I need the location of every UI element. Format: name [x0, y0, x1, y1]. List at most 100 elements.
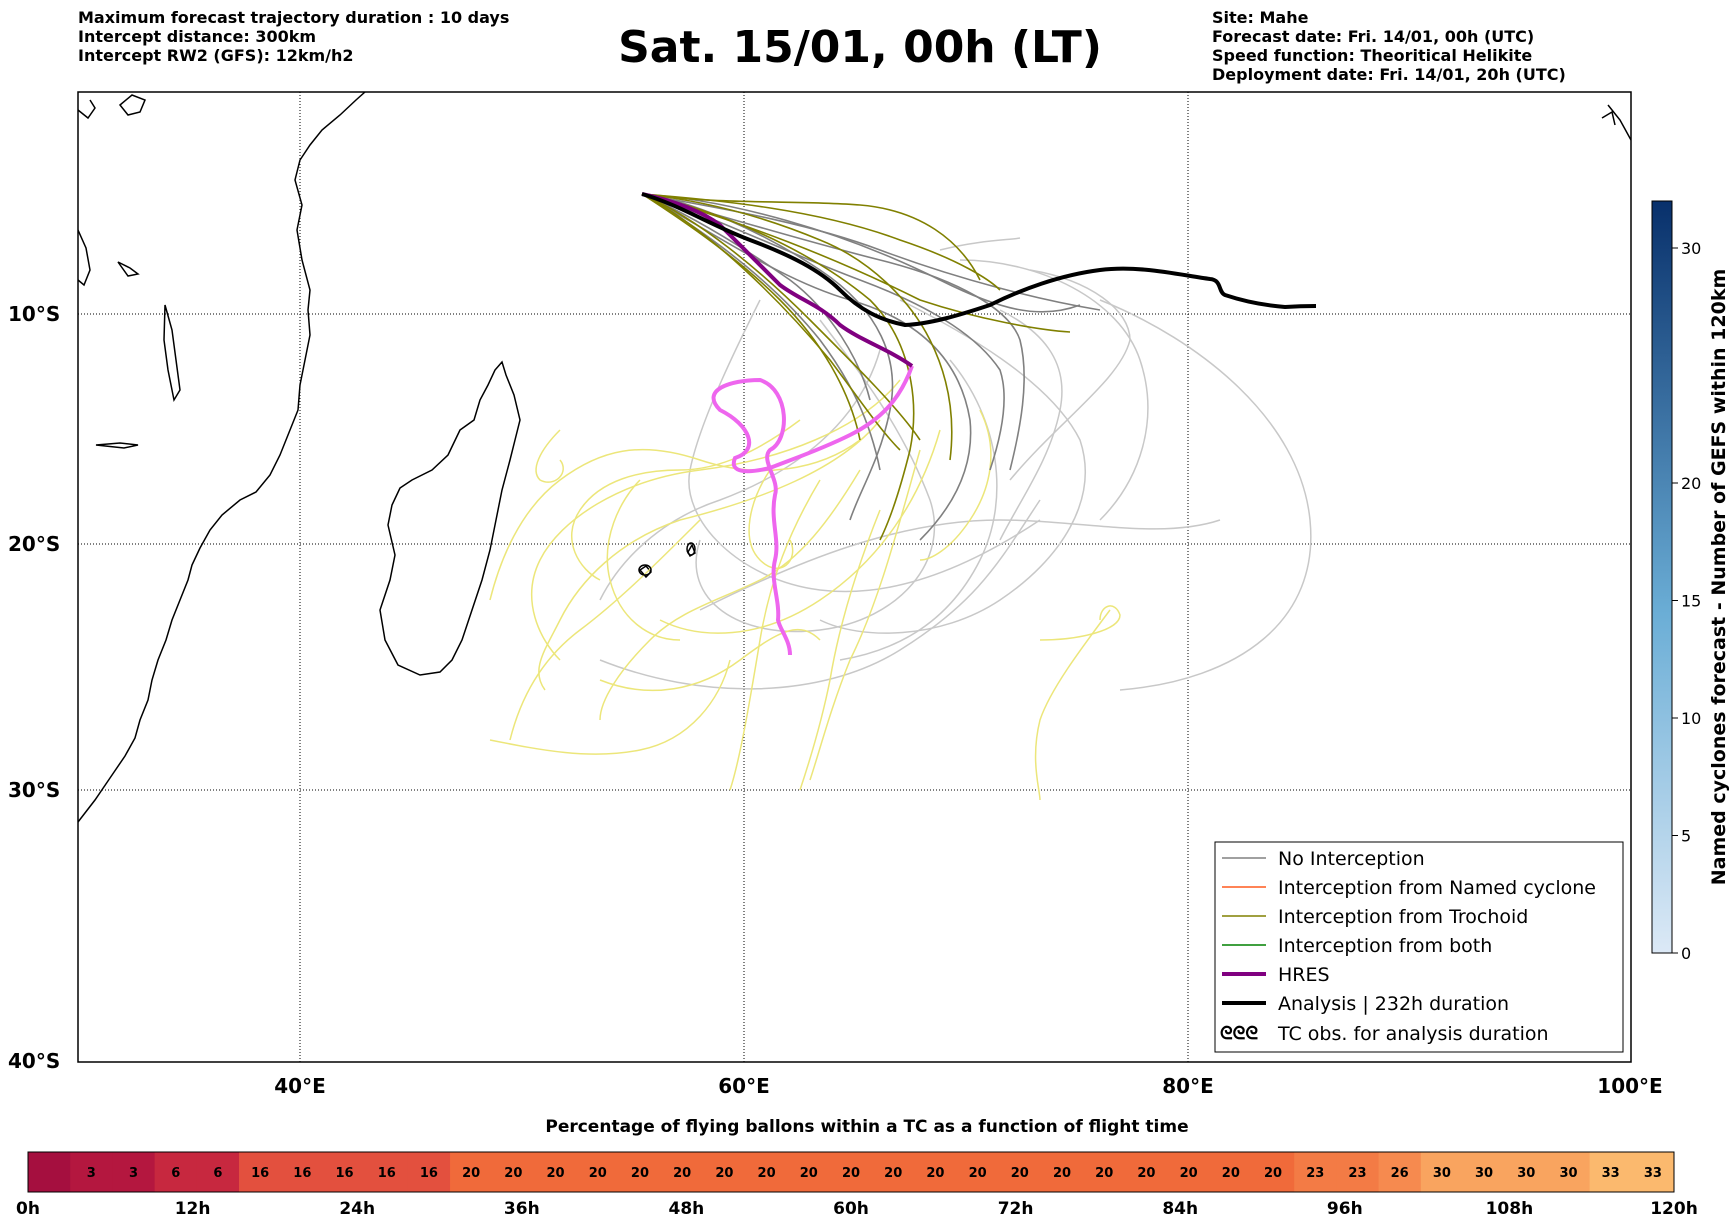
- colorbar-cell: [661, 1152, 704, 1192]
- hres-intercept-track: [711, 365, 914, 656]
- header-right: Site: Mahe Forecast date: Fri. 14/01, 00…: [1212, 8, 1566, 84]
- legend-label: No Interception: [1278, 848, 1425, 870]
- colorbar-time-label: 60h: [833, 1199, 869, 1219]
- colorbar-cell: [112, 1152, 156, 1192]
- island-coastline: [1607, 104, 1631, 141]
- ensemble-track: [688, 299, 1041, 593]
- colorbar-cell: [1294, 1152, 1337, 1192]
- colorbar-cell: [1420, 1152, 1464, 1192]
- colorbar-cell: [70, 1152, 113, 1192]
- colorbar-tick-label: 5: [1681, 827, 1691, 846]
- tc-obs-markers: [638, 542, 696, 576]
- map-area: [78, 92, 1631, 1062]
- colorbar-cell: [323, 1152, 367, 1192]
- map-title: Sat. 15/01, 00h (LT): [618, 22, 1102, 73]
- trochoid-track: [748, 469, 794, 569]
- colorbar-time-label: 12h: [175, 1199, 211, 1219]
- header-right-line: Deployment date: Fri. 14/01, 20h (UTC): [1212, 65, 1566, 84]
- island-coastline: [118, 94, 146, 116]
- ensemble-track: [599, 499, 1041, 690]
- colorbar-cell: [407, 1152, 451, 1192]
- trochoid-intercept-track: [641, 193, 1071, 333]
- map-frame: [77, 91, 1632, 1063]
- coastlines: [78, 92, 1631, 823]
- colorbar-cell-value: 20: [631, 1166, 649, 1181]
- ensemble-track: [819, 299, 1086, 634]
- africa-coastline: [78, 92, 366, 823]
- trochoid-track: [535, 429, 564, 483]
- colorbar-cell-value: 26: [1391, 1166, 1409, 1181]
- island-coastline: [78, 229, 91, 287]
- colorbar-cell: [745, 1152, 789, 1192]
- trochoid-track: [1039, 605, 1121, 641]
- no-interception-track: [641, 193, 1101, 311]
- legend: No Interception Interception from Named …: [1214, 841, 1624, 1053]
- colorbar-time-label: 108h: [1486, 1199, 1534, 1219]
- colorbar-cell-value: 6: [171, 1166, 180, 1181]
- colorbar-time-label: 84h: [1162, 1199, 1198, 1219]
- colorbar-cell-value: 6: [213, 1166, 222, 1181]
- ensemble-track: [1099, 299, 1312, 691]
- island-coastline: [95, 442, 139, 449]
- trochoid-track: [538, 419, 881, 691]
- colorbar-cell-value: 20: [462, 1166, 480, 1181]
- ensemble-track: [959, 259, 1149, 521]
- trochoid-intercept-track: [641, 193, 953, 461]
- colorbar-cell-value: 20: [673, 1166, 691, 1181]
- no-interception-track: [641, 193, 1025, 471]
- lon-label: 60°E: [718, 1074, 770, 1098]
- colorbar-cell: [1462, 1152, 1506, 1192]
- colorbar-cell: [365, 1152, 409, 1192]
- colorbar-blue-scale: [1651, 200, 1673, 954]
- island-coastline: [117, 261, 140, 277]
- hres-track: [641, 192, 914, 656]
- trochoid-track: [799, 509, 881, 791]
- colorbar-cell: [534, 1152, 578, 1192]
- no-interception-track: [641, 193, 972, 541]
- colorbar-cell: [1378, 1152, 1422, 1192]
- colorbar-cell: [154, 1152, 198, 1192]
- lat-label: 30°S: [8, 778, 60, 802]
- legend-label: HRES: [1278, 964, 1330, 986]
- colorbar-cell-value: 20: [1264, 1166, 1282, 1181]
- header-left-line: Maximum forecast trajectory duration : 1…: [78, 8, 510, 27]
- colorbar-cell: [196, 1152, 240, 1192]
- colorbar-cell: [914, 1152, 958, 1192]
- trochoid-track: [489, 659, 731, 755]
- colorbar-cell: [1251, 1152, 1295, 1192]
- colorbar-cell: [956, 1152, 1000, 1192]
- colorbar-cell-value: 20: [926, 1166, 944, 1181]
- colorbar-cell-value: 20: [715, 1166, 733, 1181]
- ensemble-track: [939, 237, 1021, 251]
- colorbar-cell-value: 23: [1306, 1166, 1324, 1181]
- colorbar-cell-value: 16: [335, 1166, 353, 1181]
- legend-label: Interception from Trochoid: [1278, 906, 1528, 928]
- colorbar-cell-value: 33: [1644, 1166, 1662, 1181]
- ensemble-tracks-after-intercept: [599, 237, 1312, 691]
- trochoid-intercept-track: [641, 193, 921, 441]
- colorbar-cell-value: 30: [1517, 1166, 1535, 1181]
- colorbar-time-label: 36h: [504, 1199, 540, 1219]
- graticule: [78, 92, 1631, 1062]
- trochoid-track: [606, 479, 681, 641]
- lat-label: 20°S: [8, 532, 60, 556]
- trochoid-track: [729, 479, 821, 791]
- colorbar-cell-value: 20: [1011, 1166, 1029, 1181]
- trochoid-track: [1034, 609, 1111, 801]
- colorbar-cell-value: 20: [842, 1166, 860, 1181]
- colorbar-cell-value: 16: [251, 1166, 269, 1181]
- header-right-line: Site: Mahe: [1212, 8, 1309, 27]
- island-coastline: [1601, 110, 1616, 126]
- colorbar-cell-value: 20: [884, 1166, 902, 1181]
- colorbar-time-label: 24h: [339, 1199, 375, 1219]
- bottom-colorbar-title: Percentage of flying ballons within a TC…: [545, 1117, 1189, 1137]
- colorbar-cell: [703, 1152, 746, 1192]
- trochoid-track: [599, 469, 861, 721]
- colorbar-tick-label: 20: [1681, 474, 1701, 493]
- colorbar-cell-value: 20: [800, 1166, 818, 1181]
- colorbar-time-label: 72h: [998, 1199, 1034, 1219]
- tc-obs-symbol: ᘓᘓᘓ: [1220, 1023, 1258, 1044]
- no-interception-track: [641, 193, 1081, 313]
- colorbar-cell: [1631, 1152, 1675, 1192]
